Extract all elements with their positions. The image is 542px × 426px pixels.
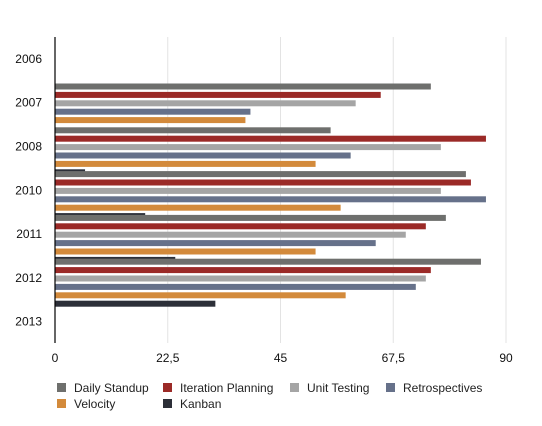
bar-velocity-2008 [55,160,316,167]
y-tick-labels: 2006 2007 2008 2010 2011 2012 2013 [15,52,42,329]
bar-retrospectives-2012 [55,283,416,290]
x-tick-label: 0 [52,351,59,365]
bar-daily-standup-2011 [55,214,446,221]
legend-swatch [386,383,395,392]
bar-daily-standup-2008 [55,127,331,134]
y-tick-label: 2006 [15,52,42,66]
x-tick-label: 90 [499,351,513,365]
bar-velocity-2007 [55,117,246,124]
x-tick-label: 45 [274,351,288,365]
x-tick-labels: 0 22,5 45 67,5 90 [52,351,513,365]
bar-unit-testing-2011 [55,231,406,238]
bar-unit-testing-2008 [55,144,441,151]
bar-iteration-planning-2012 [55,267,431,274]
legend-label: Retrospectives [403,381,482,395]
y-tick-label: 2012 [15,271,42,285]
legend-item-daily-standup: Daily Standup [57,381,149,395]
bar-iteration-planning-2010 [55,179,471,186]
legend-item-iteration-planning: Iteration Planning [163,381,273,395]
chart-bars [55,83,486,307]
bar-retrospectives-2008 [55,152,351,159]
bar-retrospectives-2010 [55,196,486,203]
bar-unit-testing-2010 [55,187,441,194]
x-tick-label: 22,5 [156,351,180,365]
y-tick-label: 2013 [15,315,42,329]
bar-iteration-planning-2008 [55,135,486,142]
legend-item-kanban: Kanban [163,397,221,411]
bar-velocity-2011 [55,248,316,255]
x-tick-label: 67,5 [382,351,406,365]
bar-unit-testing-2007 [55,100,356,107]
y-tick-label: 2010 [15,183,42,197]
bar-unit-testing-2012 [55,275,426,282]
legend-swatch [57,399,66,408]
legend-swatch [290,383,299,392]
legend-label: Velocity [74,397,115,411]
legend-label: Kanban [180,397,221,411]
legend: Daily Standup Iteration Planning Unit Test… [57,381,482,411]
bar-retrospectives-2011 [55,240,376,247]
bar-kanban-2012 [55,300,216,307]
legend-item-retrospectives: Retrospectives [386,381,482,395]
bar-retrospectives-2007 [55,108,251,115]
legend-item-velocity: Velocity [57,397,115,411]
y-tick-label: 2007 [15,96,42,110]
legend-label: Daily Standup [74,381,149,395]
bar-velocity-2010 [55,204,341,211]
bar-daily-standup-2007 [55,83,431,90]
bar-iteration-planning-2011 [55,223,426,230]
y-tick-label: 2008 [15,140,42,154]
bar-iteration-planning-2007 [55,91,381,98]
bar-velocity-2012 [55,292,346,299]
legend-label: Unit Testing [307,381,369,395]
legend-swatch [57,383,66,392]
legend-swatch [163,383,172,392]
legend-swatch [163,399,172,408]
bar-daily-standup-2010 [55,171,466,178]
legend-item-unit-testing: Unit Testing [290,381,369,395]
bar-daily-standup-2012 [55,258,481,265]
legend-label: Iteration Planning [180,381,273,395]
y-tick-label: 2011 [16,227,42,241]
